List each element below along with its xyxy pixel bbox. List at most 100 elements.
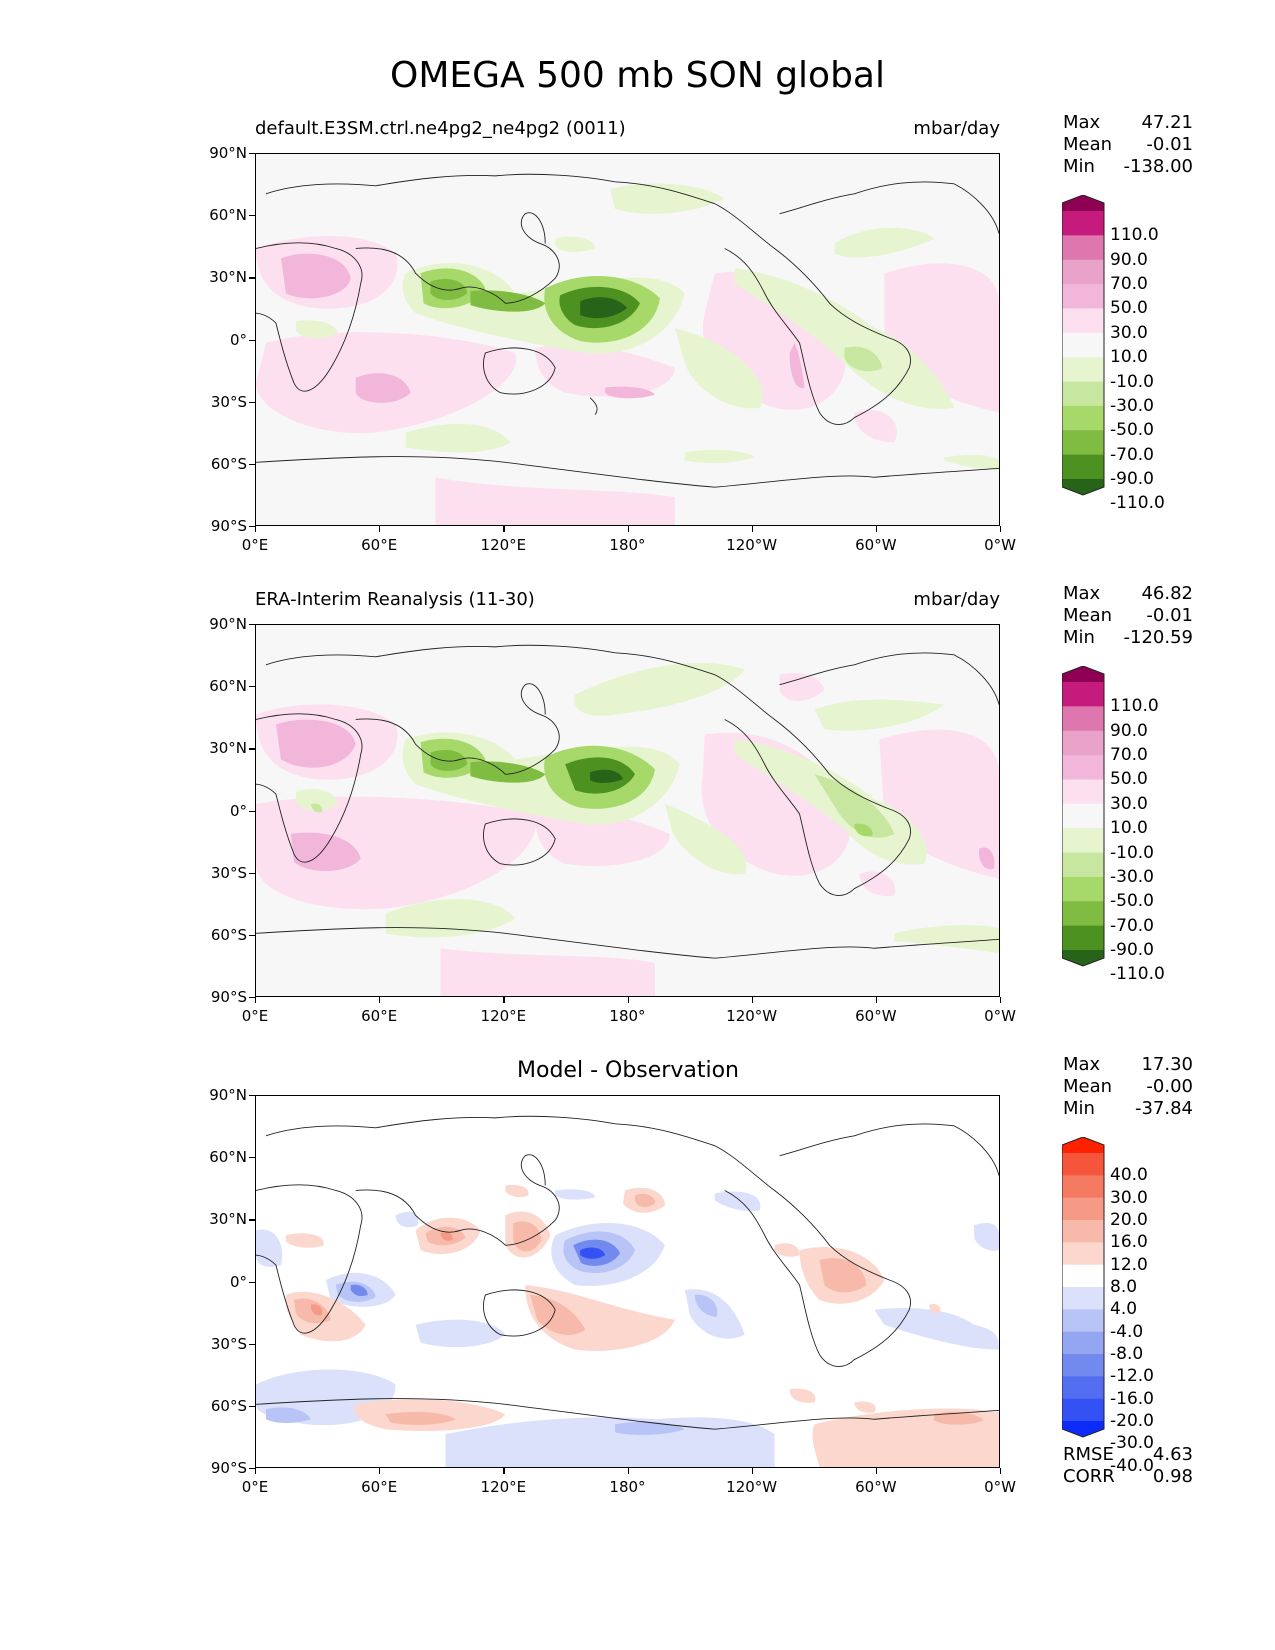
stat-label: Max: [1063, 112, 1101, 133]
y-tick-mark: [249, 934, 255, 937]
rmse-value: 4.63: [1152, 1444, 1193, 1465]
colorbar-label: 30.0: [1110, 793, 1148, 814]
stat-label: Mean: [1063, 605, 1113, 626]
x-tick-label: 120°W: [726, 1007, 778, 1025]
y-tick-label: 0°: [229, 1272, 247, 1291]
colorbar-segment: [1062, 1220, 1104, 1243]
colorbar-segment: [1062, 405, 1104, 431]
y-tick-label: 90°S: [210, 1459, 247, 1477]
colorbar-label: -30.0: [1110, 1433, 1154, 1454]
colorbar-segment: [1062, 1421, 1104, 1437]
rmse-label: RMSE: [1063, 1444, 1114, 1465]
colorbar-segment: [1062, 1331, 1104, 1355]
colorbar-segment: [1062, 730, 1104, 756]
y-tick-label: 60°N: [209, 677, 247, 696]
colorbar-segment: [1062, 1309, 1104, 1333]
x-tick-mark: [255, 526, 257, 532]
colorbar-segment: [1062, 852, 1104, 878]
y-tick-mark: [249, 215, 255, 217]
colorbar-segment: [1062, 706, 1104, 732]
stat-mean: -0.01: [1146, 134, 1193, 155]
colorbar-segment: [1062, 901, 1104, 927]
x-tick-mark: [379, 526, 381, 532]
x-tick-mark: [627, 526, 629, 532]
y-tick-label: 90°N: [209, 144, 247, 162]
colorbar-segment: [1062, 1137, 1104, 1154]
x-tick-mark: [627, 1468, 629, 1474]
error-metrics: RMSE 4.63 CORR 0.98: [1063, 1444, 1193, 1488]
y-tick-mark: [249, 339, 255, 341]
colorbar-label: 30.0: [1110, 1187, 1148, 1208]
x-tick-label: 120°E: [480, 1478, 527, 1496]
y-tick-label: 90°S: [210, 988, 247, 1006]
y-tick-mark: [249, 1468, 255, 1470]
x-tick-mark: [503, 997, 505, 1003]
x-tick-mark: [1000, 997, 1002, 1003]
x-tick-mark: [875, 1468, 878, 1474]
colorbar-segment: [1062, 430, 1104, 456]
y-tick-mark: [249, 1281, 255, 1283]
stat-mean: -0.01: [1146, 605, 1193, 626]
colorbar-label: 30.0: [1110, 322, 1148, 343]
stat-label: Max: [1063, 1054, 1101, 1075]
x-tick-mark: [751, 1468, 753, 1474]
colorbar-label: 10.0: [1110, 818, 1148, 839]
colorbar-segment: [1062, 195, 1104, 212]
panel-center-title: Model - Observation: [517, 1058, 739, 1083]
y-tick-label: 30°N: [209, 268, 247, 287]
colorbar-segment: [1062, 1264, 1104, 1288]
y-tick-mark: [249, 401, 255, 403]
map-diff: [255, 1095, 1000, 1468]
x-tick-label: 120°E: [480, 536, 527, 554]
stats-obs: Max 46.82 Mean -0.01 Min -120.59: [1063, 583, 1193, 649]
y-tick-label: 30°S: [210, 392, 247, 411]
colorbar-label: -10.0: [1110, 371, 1154, 392]
y-tick-mark: [249, 872, 255, 874]
colorbar-segment: [1062, 755, 1104, 781]
colorbar-label: 40.0: [1110, 1165, 1148, 1186]
colorbar-label: -70.0: [1110, 915, 1154, 936]
stat-min: -138.00: [1123, 156, 1193, 177]
colorbar-label: -110.0: [1110, 493, 1165, 514]
x-tick-label: 0°W: [984, 1478, 1016, 1496]
x-tick-label: 180°: [609, 536, 646, 554]
x-tick-label: 60°E: [361, 1478, 398, 1496]
colorbar-segment: [1062, 828, 1104, 854]
colorbar-label: -30.0: [1110, 395, 1154, 416]
x-tick-mark: [1000, 1468, 1002, 1474]
corr-value: 0.98: [1152, 1466, 1193, 1487]
y-tick-mark: [249, 1095, 255, 1097]
colorbar-label: -110.0: [1110, 964, 1165, 985]
panel-left-title: default.E3SM.ctrl.ne4pg2_ne4pg2 (0011): [255, 118, 626, 139]
figure-title: OMEGA 500 mb SON global: [390, 55, 885, 96]
colorbar-label: -10.0: [1110, 842, 1154, 863]
colorbar-segment: [1062, 925, 1104, 951]
colorbar-label: 8.0: [1110, 1277, 1138, 1297]
colorbar-segment: [1062, 308, 1104, 334]
x-tick-label: 60°W: [855, 536, 897, 554]
x-tick-mark: [627, 997, 629, 1003]
contour-map-model: [256, 154, 999, 525]
colorbar-label: 110.0: [1110, 225, 1159, 246]
colorbar-segment: [1062, 682, 1104, 707]
colorbar-label: -16.0: [1110, 1388, 1154, 1409]
y-tick-mark: [249, 748, 255, 750]
colorbar-segment: [1062, 1376, 1104, 1400]
x-tick-label: 60°W: [855, 1478, 897, 1496]
colorbar-label: 4.0: [1110, 1299, 1138, 1320]
y-tick-mark: [249, 1343, 255, 1345]
colorbar-segment: [1062, 454, 1104, 480]
map-model: [255, 153, 1000, 526]
colorbar-label: 50.0: [1110, 769, 1148, 790]
colorbar-label: -50.0: [1110, 420, 1154, 441]
colorbar-label: -90.0: [1110, 940, 1154, 960]
x-tick-mark: [875, 997, 878, 1003]
colorbar-segment: [1062, 332, 1104, 358]
colorbar-outline: [1062, 195, 1105, 496]
colorbar-graphic: [1062, 666, 1105, 967]
y-tick-label: 30°S: [210, 1334, 247, 1353]
y-tick-mark: [249, 997, 255, 999]
x-tick-label: 60°E: [361, 536, 398, 554]
y-tick-mark: [249, 810, 255, 812]
x-tick-label: 0°W: [984, 536, 1016, 554]
